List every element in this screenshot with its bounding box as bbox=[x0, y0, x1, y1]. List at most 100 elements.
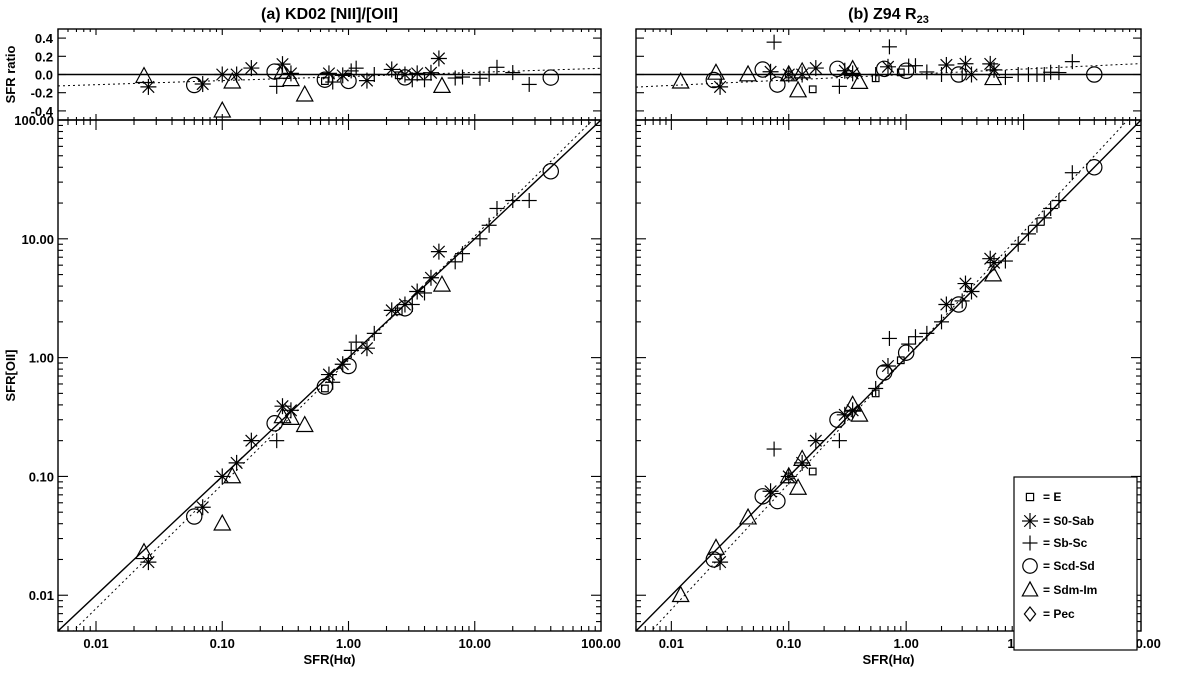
point-asterisk bbox=[712, 554, 728, 570]
ratio-point-asterisk bbox=[986, 62, 1002, 78]
ratio-point-triangle bbox=[790, 82, 806, 97]
point-plus bbox=[767, 442, 782, 457]
point-plus bbox=[1065, 165, 1080, 180]
ratio-tick-label: 0.4 bbox=[35, 31, 54, 46]
ratio-plot-area bbox=[58, 50, 601, 117]
ratio-point-triangle bbox=[673, 73, 689, 88]
ratio-tick-label: 0.0 bbox=[35, 68, 53, 83]
ratio-point-plus bbox=[767, 35, 782, 50]
point-asterisk bbox=[274, 398, 290, 414]
ratio-point-asterisk bbox=[140, 79, 156, 95]
ratio-plot-area bbox=[636, 35, 1141, 97]
point-asterisk bbox=[423, 270, 439, 286]
ratio-point-asterisk bbox=[243, 60, 259, 76]
point-asterisk bbox=[195, 499, 211, 515]
ratio-point-asterisk bbox=[845, 65, 861, 81]
point-circle bbox=[187, 509, 202, 524]
legend-label: = Sb-Sc bbox=[1043, 536, 1088, 550]
x-tick-label: 0.01 bbox=[659, 636, 684, 651]
point-plus bbox=[472, 231, 487, 246]
ratio-point-circle bbox=[770, 77, 785, 92]
point-circle bbox=[543, 164, 558, 179]
point-asterisk bbox=[938, 296, 954, 312]
point-plus bbox=[522, 193, 537, 208]
point-plus bbox=[998, 254, 1013, 269]
ratio-point-plus bbox=[367, 67, 382, 82]
ratio-point-circle bbox=[543, 70, 558, 85]
point-plus bbox=[269, 433, 284, 448]
point-asterisk bbox=[229, 455, 245, 471]
panel-title: (b) Z94 R23 bbox=[848, 6, 929, 26]
ratio-point-triangle bbox=[740, 66, 756, 81]
point-square bbox=[809, 468, 816, 475]
point-plus bbox=[448, 254, 463, 269]
ratio-point-triangle bbox=[297, 86, 313, 101]
x-tick-label: 1.00 bbox=[336, 636, 361, 651]
legend-label: = E bbox=[1043, 490, 1061, 504]
panel-a: (a) KD02 [NII]/[OII] 0.01 0.10 1.00 10.00 100… bbox=[3, 6, 621, 667]
ratio-point-asterisk bbox=[712, 79, 728, 95]
x-tick-label: 1.00 bbox=[894, 636, 919, 651]
y-tick-label: 1.00 bbox=[29, 351, 54, 366]
x-axis-label: SFR(Hα) bbox=[303, 652, 355, 667]
point-plus bbox=[919, 326, 934, 341]
ratio-axis-label: SFR ratio bbox=[3, 46, 18, 104]
x-tick-label: 100.00 bbox=[581, 636, 621, 651]
point-asterisk bbox=[808, 433, 824, 449]
point-asterisk bbox=[243, 433, 259, 449]
ratio-tick-label: -0.2 bbox=[31, 86, 53, 101]
ratio-point-plus bbox=[455, 70, 470, 85]
ratio-point-plus bbox=[448, 71, 463, 86]
legend-label: = S0-Sab bbox=[1043, 514, 1094, 528]
y-tick-label: 0.01 bbox=[29, 588, 54, 603]
point-plus bbox=[1043, 201, 1058, 216]
ratio-point-plus bbox=[832, 79, 847, 94]
point-plus bbox=[1051, 193, 1066, 208]
ratio-point-plus bbox=[269, 79, 284, 94]
ratio-point-plus bbox=[1037, 67, 1052, 82]
point-plus bbox=[455, 246, 470, 261]
point-circle bbox=[877, 365, 892, 380]
point-asterisk bbox=[781, 468, 797, 484]
ratio-point-square bbox=[809, 86, 816, 93]
x-tick-label: 0.10 bbox=[776, 636, 801, 651]
title-subscript: 23 bbox=[917, 14, 929, 26]
point-plus bbox=[505, 193, 520, 208]
point-triangle bbox=[985, 266, 1001, 281]
ratio-point-circle bbox=[187, 77, 202, 92]
point-circle bbox=[770, 493, 785, 508]
legend-label: = Scd-Sd bbox=[1043, 559, 1095, 573]
ratio-tick-label: 0.2 bbox=[35, 49, 53, 64]
legend-label: = Pec bbox=[1043, 607, 1075, 621]
x-tick-label: 0.10 bbox=[210, 636, 235, 651]
ratio-point-plus bbox=[482, 67, 497, 82]
ratio-point-plus bbox=[522, 77, 537, 92]
point-asterisk bbox=[963, 284, 979, 300]
ratio-point-plus bbox=[919, 64, 934, 79]
ratio-point-plus bbox=[472, 71, 487, 86]
y-tick-label: 0.10 bbox=[29, 469, 54, 484]
point-asterisk bbox=[794, 455, 810, 471]
point-asterisk bbox=[431, 244, 447, 260]
point-plus bbox=[417, 285, 432, 300]
ratio-point-plus bbox=[505, 65, 520, 80]
point-asterisk bbox=[140, 554, 156, 570]
ratio-point-triangle bbox=[434, 78, 450, 93]
panel-title: (a) KD02 [NII]/[OII] bbox=[261, 6, 398, 23]
point-asterisk bbox=[845, 402, 861, 418]
ratio-point-square bbox=[322, 78, 329, 85]
legend: = E= S0-Sab= Sb-Sc= Scd-Sd= Sdm-Im= Pec bbox=[1014, 477, 1137, 650]
x-tick-label: 0.01 bbox=[83, 636, 108, 651]
point-triangle bbox=[790, 479, 806, 494]
point-triangle bbox=[214, 515, 230, 530]
ratio-point-plus bbox=[489, 60, 504, 75]
point-asterisk bbox=[409, 284, 425, 300]
point-plus bbox=[882, 331, 897, 346]
ratio-point-asterisk bbox=[431, 50, 447, 66]
ratio-tick-label: -0.4 bbox=[31, 104, 54, 119]
ratio-point-circle bbox=[899, 63, 914, 78]
ratio-point-plus bbox=[868, 67, 883, 82]
ratio-point-plus bbox=[882, 39, 897, 54]
legend-marker-asterisk bbox=[1022, 513, 1038, 529]
